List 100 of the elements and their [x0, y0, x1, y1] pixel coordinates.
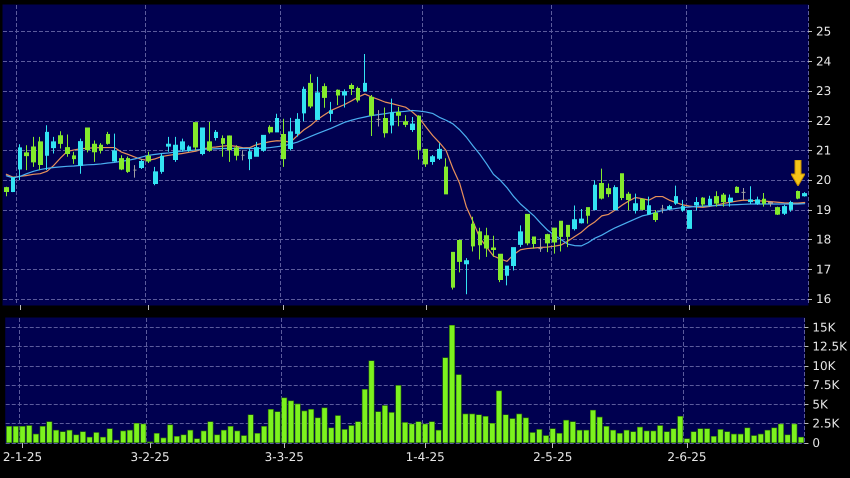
candlestick: [491, 235, 496, 258]
candlestick: [329, 101, 333, 122]
candlestick: [667, 204, 672, 210]
line-series: [6, 110, 806, 246]
candlestick: [315, 76, 320, 120]
y-tick-label: 18: [816, 232, 832, 247]
x-tick-label: 1-4-25: [406, 450, 445, 464]
candlestick: [484, 227, 489, 258]
candlestick: [768, 200, 773, 208]
candlestick: [288, 117, 293, 152]
candlestick: [227, 134, 232, 162]
y-tick-label: 0: [812, 436, 820, 450]
y-tick-label: 7.5K: [812, 378, 840, 392]
x-tick-label: 2-6-25: [667, 450, 707, 464]
candlestick: [694, 196, 699, 212]
y-tick-label: 24: [816, 54, 832, 68]
x-tick-label: 3-2-25: [130, 450, 170, 464]
candlestick: [322, 82, 327, 108]
candlestick: [572, 204, 577, 231]
x-tick-label: 3-3-25: [264, 450, 304, 464]
candlestick: [302, 86, 306, 122]
candlestick: [92, 140, 97, 162]
candlestick: [180, 138, 185, 152]
candlestick: [762, 192, 766, 208]
candlestick: [4, 186, 9, 197]
candlestick: [221, 134, 225, 158]
y-tick-label: 22: [816, 114, 832, 128]
candlestick: [789, 200, 793, 212]
candlestick: [403, 114, 408, 128]
candlestick: [606, 183, 611, 198]
x-tick-label: 2-5-25: [533, 450, 572, 464]
y-tick-label: 16: [816, 292, 832, 306]
candlestick: [160, 153, 164, 174]
candlestick: [146, 151, 151, 164]
candlestick: [78, 138, 83, 174]
candlestick: [11, 176, 15, 193]
candlestick: [545, 233, 550, 253]
candlestick: [647, 196, 651, 216]
y-tick-label: 15K: [812, 320, 837, 334]
candlestick: [58, 130, 63, 149]
candlestick: [166, 136, 171, 152]
candlestick: [498, 254, 503, 283]
candlestick: [471, 216, 475, 252]
candlestick: [708, 195, 712, 208]
candlestick: [728, 194, 733, 208]
candlestick: [234, 144, 239, 161]
candlestick: [748, 186, 753, 205]
candlestick: [281, 118, 286, 168]
candlestick: [119, 154, 124, 171]
y-tick-label: 12.5K: [812, 340, 848, 354]
candlestick: [566, 224, 570, 248]
candlestick: [525, 214, 530, 246]
candlestick: [45, 124, 49, 171]
candlestick: [261, 134, 266, 152]
candlestick: [552, 228, 557, 254]
candlestick: [207, 122, 212, 152]
candlestick: [24, 144, 29, 171]
candlestick: [187, 144, 191, 152]
candlestick: [308, 74, 313, 109]
candlestick: [417, 114, 421, 160]
candlestick: [214, 130, 218, 141]
candlestick: [139, 158, 144, 170]
y-tick-label: 5K: [812, 397, 830, 412]
candlestick: [85, 127, 90, 153]
candlestick: [376, 110, 381, 127]
candlestick: [200, 127, 205, 156]
candlestick: [559, 220, 563, 252]
candlestick: [579, 208, 584, 224]
candlestick: [640, 198, 645, 211]
candlestick: [126, 156, 130, 174]
candlestick: [423, 148, 428, 168]
candlestick: [538, 238, 543, 252]
y-tick-label: 21: [816, 144, 832, 158]
candlestick: [112, 133, 117, 162]
candlestick: [38, 136, 43, 171]
candlestick: [363, 54, 367, 93]
candlestick: [99, 142, 103, 154]
y-tick-label: 17: [816, 262, 832, 276]
candlestick: [430, 154, 435, 166]
candlestick: [464, 258, 469, 295]
candlestick: [505, 266, 509, 286]
candlestick: [51, 136, 56, 154]
line-series: [6, 94, 806, 262]
candlestick: [660, 204, 665, 214]
candlestick: [396, 106, 401, 127]
y-tick-label: 20: [816, 173, 832, 188]
candlestick: [268, 124, 273, 134]
candlestick: [248, 148, 252, 171]
candlestick: [721, 192, 726, 208]
candlestick: [193, 122, 198, 151]
candlestick: [153, 166, 158, 186]
candlestick: [106, 131, 110, 146]
candlestick: [72, 151, 76, 164]
candlestick: [714, 190, 719, 208]
candlestick: [735, 186, 739, 194]
candlestick: [437, 142, 442, 161]
candlestick: [518, 224, 523, 248]
candlestick: [633, 193, 638, 214]
candlestick: [336, 88, 340, 106]
candlestick: [511, 247, 516, 272]
